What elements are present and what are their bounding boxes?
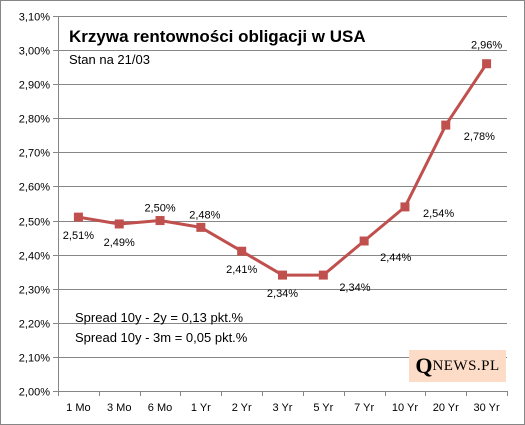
x-tick-label: 1 Mo [66, 402, 90, 414]
y-tick-label: 2,60% [19, 182, 50, 194]
x-tick-label: 3 Mo [107, 402, 131, 414]
data-point-marker [73, 212, 83, 222]
data-point-marker [400, 202, 410, 212]
data-label: 2,51% [63, 230, 94, 242]
data-point-marker [441, 120, 451, 130]
data-point-marker [318, 270, 328, 280]
y-tick-label: 3,10% [19, 12, 50, 24]
x-tick-label: 3 Yr [273, 402, 293, 414]
data-point-marker [278, 270, 287, 280]
data-label: 2,54% [423, 208, 454, 220]
y-tick-label: 2,00% [19, 387, 50, 399]
y-tick-label: 2,70% [19, 148, 50, 160]
data-label: 2,50% [144, 203, 175, 215]
data-label: 2,49% [104, 237, 135, 249]
data-label: 2,34% [339, 282, 370, 294]
y-tick-label: 3,00% [19, 46, 50, 58]
chart-subtitle: Stan na 21/03 [69, 52, 150, 67]
data-label: 2,34% [267, 288, 298, 300]
y-tick-label: 2,80% [19, 114, 50, 126]
series-line [78, 62, 488, 277]
spread-10y-3m-note: Spread 10y - 3m = 0,05 pkt.% [75, 330, 248, 345]
data-label: 2,78% [464, 131, 495, 143]
spread-10y-2y-note: Spread 10y - 2y = 0,13 pkt.% [75, 310, 244, 325]
data-label: 2,48% [189, 209, 220, 221]
data-label: 2,44% [380, 252, 411, 264]
logo-initial: Q [415, 353, 433, 378]
y-tick-label: 2,30% [19, 285, 50, 297]
data-point-marker [114, 219, 124, 229]
data-point-marker [359, 236, 369, 246]
data-point-marker [237, 246, 247, 256]
x-tick-label: 10 Yr [392, 402, 418, 414]
y-tick-label: 2,20% [19, 319, 50, 331]
axis-layer: 2,00% 2,10% 2,20% 2,30% 2,40% 2,50% 2,60% 2,70%… [19, 12, 508, 414]
x-tick-label: 30 Yr [474, 402, 500, 414]
y-tick-label: 2,90% [19, 80, 50, 92]
x-tick-label: 2 Yr [232, 402, 252, 414]
data-label: 2,96% [471, 40, 502, 52]
y-tick-label: 2,10% [19, 353, 50, 365]
label-layer: 2,51% 2,49% 2,50% 2,48% 2,41% 2,34% 2,34% 2,44%… [63, 40, 503, 300]
x-tick-label: 20 Yr [433, 402, 459, 414]
chart-title: Krzywa rentowności obligacji w USA [69, 27, 366, 46]
x-tick-label: 6 Mo [148, 402, 172, 414]
series-layer [73, 59, 492, 280]
data-label: 2,41% [226, 264, 257, 276]
y-tick-label: 2,40% [19, 251, 50, 263]
qnews-logo: Q NEWS.PL [409, 350, 506, 382]
data-point-marker [482, 59, 492, 69]
data-point-marker [155, 216, 165, 226]
x-tick-label: 7 Yr [354, 402, 374, 414]
data-point-marker [196, 222, 206, 232]
logo-text: NEWS.PL [432, 357, 500, 374]
grid-layer [58, 16, 507, 358]
x-tick-label: 5 Yr [313, 402, 333, 414]
y-tick-label: 2,50% [19, 217, 50, 229]
x-tick-label: 1 Yr [191, 402, 211, 414]
